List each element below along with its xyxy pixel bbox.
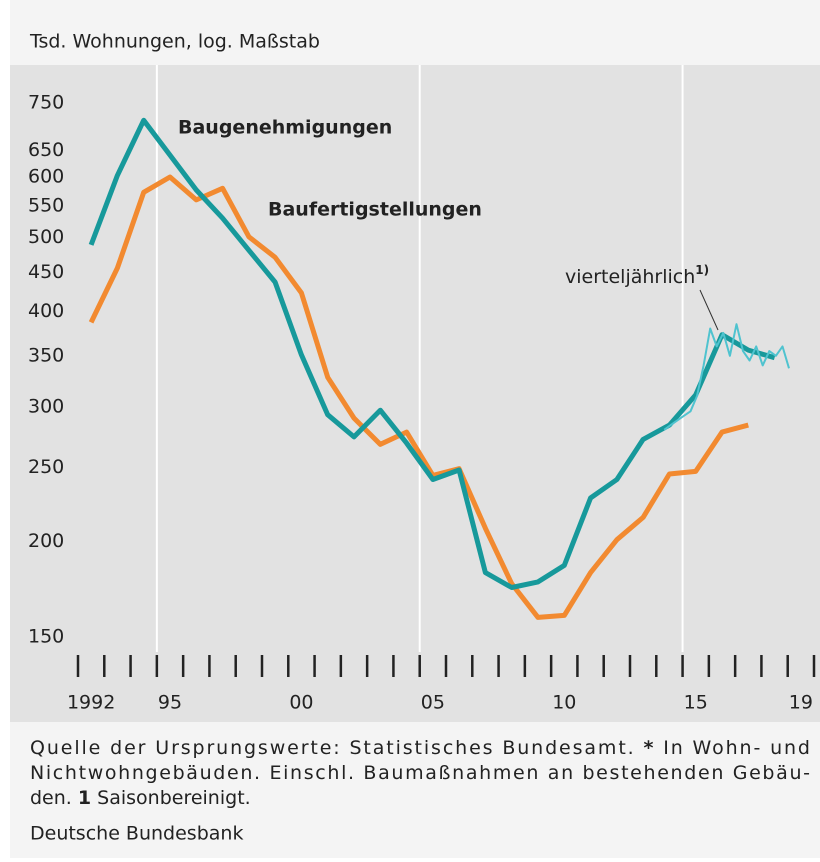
plot-area: [10, 65, 820, 722]
chart-title: Tsd. Wohnungen, log. Maßstab: [29, 31, 320, 53]
y-tick-label: 250: [28, 456, 64, 478]
y-tick-label: 650: [28, 139, 64, 161]
line: [663, 323, 790, 431]
series-label-text: vierteljährlich: [565, 266, 695, 288]
y-tick-label: 150: [28, 625, 64, 647]
footnote-run: Nichtwohngebäuden. Einschl. Baumaßnahmen…: [30, 762, 810, 784]
y-tick-label: 350: [28, 344, 64, 366]
footnote-run: 1: [78, 787, 91, 809]
source: Deutsche Bundesbank: [30, 823, 243, 845]
x-tick-label: 1992: [67, 692, 115, 714]
footnote: Quelle der Ursprungswerte: Statistisches…: [30, 737, 810, 759]
x-tick-label: 10: [552, 692, 576, 714]
y-tick-label: 550: [28, 194, 64, 216]
y-tick-label: 450: [28, 261, 64, 283]
series-label: vierteljährlich1): [565, 263, 709, 288]
series-label: Baufertigstellungen: [268, 199, 482, 221]
x-tick-label: 05: [421, 692, 445, 714]
footnote: den. 1 Saisonbereinigt.: [30, 787, 251, 809]
y-tick-label: 200: [28, 530, 64, 552]
y-tick-label: 400: [28, 300, 64, 322]
y-tick-label: 600: [28, 166, 64, 188]
y-tick-label: 750: [28, 92, 64, 114]
footnote: Nichtwohngebäuden. Einschl. Baumaßnahmen…: [30, 762, 810, 784]
y-tick-label: 500: [28, 226, 64, 248]
footnote-run: In Wohn- und: [655, 737, 810, 759]
y-tick-label: 300: [28, 395, 64, 417]
footnote-run: *: [643, 737, 653, 759]
footnote-run: Saisonbereinigt.: [91, 787, 251, 809]
x-tick-label: 19: [789, 692, 813, 714]
series-label: Baugenehmigungen: [178, 117, 392, 139]
footnote-run: den.: [30, 787, 78, 809]
footnote-run: Quelle der Ursprungswerte: Statistisches…: [30, 737, 642, 759]
line: [88, 117, 776, 590]
leader-line: [699, 289, 719, 331]
series-label-note: 1): [695, 263, 709, 277]
x-tick-label: 00: [289, 692, 313, 714]
x-tick-label: 95: [158, 692, 182, 714]
x-tick-label: 15: [684, 692, 708, 714]
